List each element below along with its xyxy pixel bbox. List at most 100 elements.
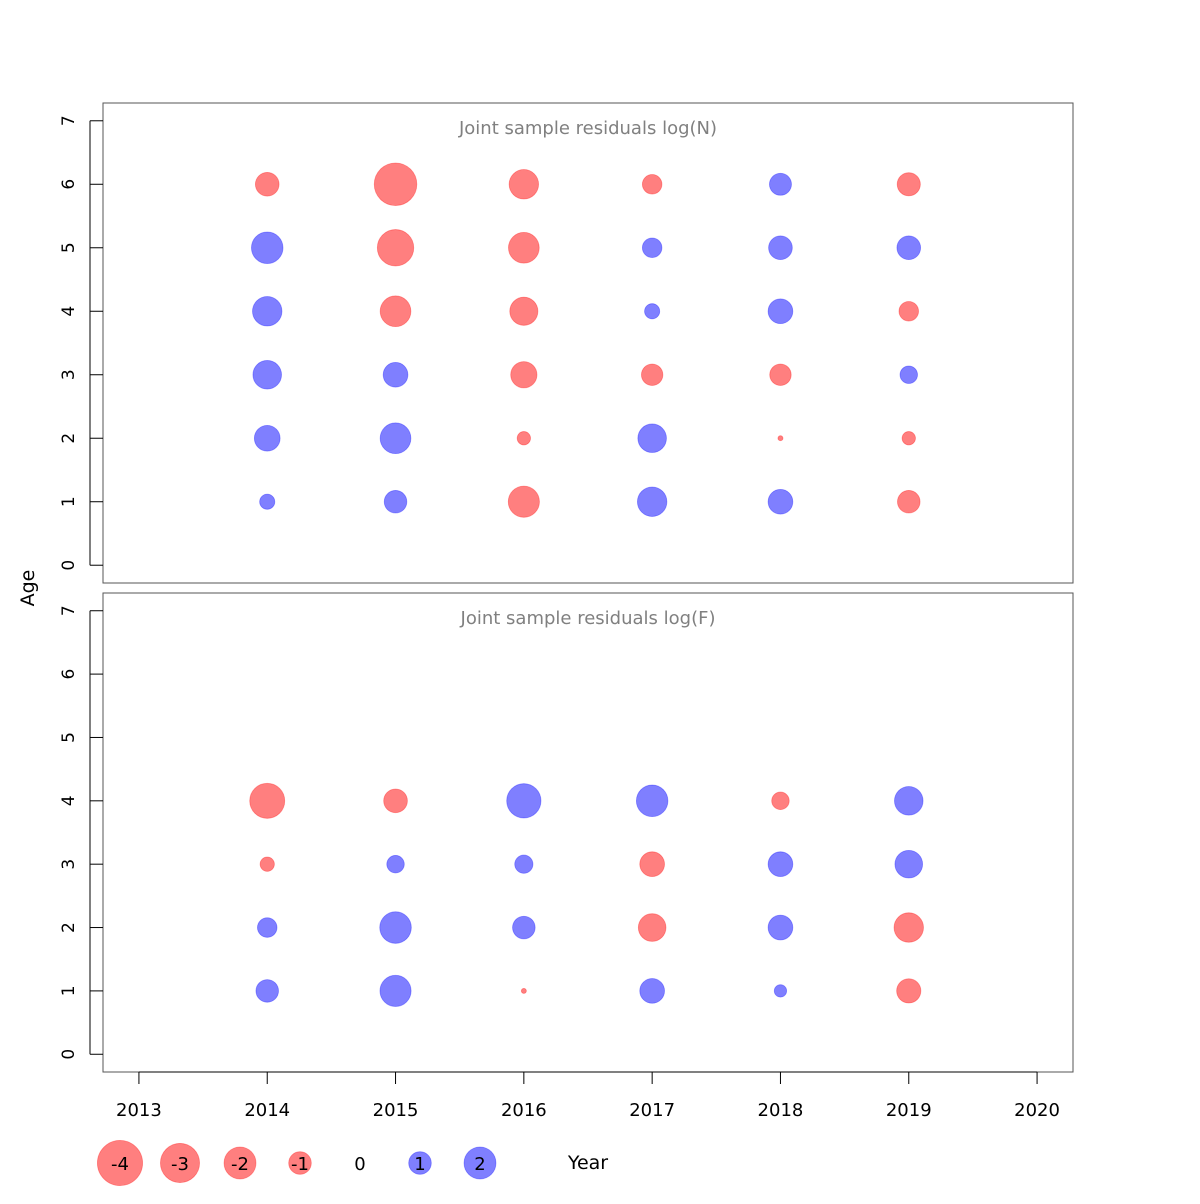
bubble-2014-age3 (259, 856, 275, 872)
legend-label: 0 (354, 1154, 365, 1175)
bubble-2016-age3 (514, 854, 534, 874)
legend-label: -3 (171, 1154, 189, 1175)
bubble-2017-age4 (635, 784, 669, 817)
bubble-2018-age5 (768, 235, 793, 261)
bubble-2014-age3 (252, 360, 282, 390)
bubble-2015-age2 (379, 422, 412, 455)
bubble-2016-age2 (512, 915, 536, 940)
bubble-2014-age6 (254, 172, 280, 197)
bubble-2018-age3 (769, 363, 792, 386)
bubble-2017-age4 (644, 303, 661, 320)
y-tick-label: 0 (59, 560, 79, 571)
y-tick-label: 1 (59, 985, 79, 996)
bubble-2019-age4 (898, 301, 919, 322)
bubble-2017-age2 (637, 423, 667, 453)
bubble-2016-age3 (510, 361, 538, 389)
x-tick-label: 2014 (244, 1100, 290, 1121)
y-tick-label: 6 (59, 669, 79, 680)
bubble-2017-age1 (639, 978, 665, 1004)
bubble-2019-age3 (899, 365, 918, 384)
bubble-2017-age3 (641, 363, 664, 386)
bubble-2019-age4 (894, 786, 924, 816)
bubble-2019-age2 (893, 912, 924, 943)
x-tick-label: 2018 (758, 1100, 804, 1121)
panel-2: 0 1 2 3 4 5 6 7 Joint sample residuals log(F) (59, 592, 1074, 1073)
panel-title: Joint sample residuals log(F) (460, 608, 716, 629)
bubble-2016-age2 (516, 431, 531, 446)
y-tick-label: 6 (59, 179, 79, 190)
bubble-2018-age4 (767, 298, 794, 325)
bubble-2016-age4 (506, 783, 542, 819)
bubble-2017-age3 (639, 851, 665, 877)
y-tick-label: 7 (59, 605, 79, 616)
panel-1: 0 1 2 3 4 5 6 7 Joint sample residuals log(N) (59, 102, 1074, 584)
bubble-2019-age1 (896, 978, 922, 1004)
y-axis-label: Age (17, 570, 39, 607)
y-tick-label: 1 (59, 496, 79, 507)
x-tick-label: 2019 (886, 1100, 932, 1121)
legend-bubble (97, 1140, 144, 1187)
bubble-2019-age2 (901, 431, 916, 446)
bubble-2016-age6 (508, 169, 539, 200)
bubble-2018-age1 (767, 488, 794, 515)
bubble-2015-age5 (376, 229, 415, 267)
panel-frame (102, 102, 1074, 584)
bubble-2016-age1 (507, 485, 540, 518)
legend-label: -1 (291, 1154, 309, 1175)
y-tick-label: 2 (59, 433, 79, 444)
bubble-2019-age5 (896, 235, 922, 261)
bubble-2018-age4 (771, 791, 790, 810)
bubble-2018-age2 (767, 914, 794, 941)
bubble-2016-age5 (508, 231, 540, 264)
x-tick-label: 2016 (501, 1100, 547, 1121)
bubble-2014-age4 (252, 296, 283, 327)
bubble-2014-age1 (259, 493, 276, 510)
y-tick-label: 3 (59, 859, 79, 870)
bubble-2017-age1 (637, 486, 668, 517)
bubble-2018-age6 (769, 172, 792, 196)
bubble-2019-age1 (897, 490, 921, 514)
y-tick-label: 0 (59, 1049, 79, 1060)
bubble-2015-age1 (379, 974, 412, 1007)
y-tick-label: 7 (59, 115, 79, 126)
y-tick-label: 2 (59, 922, 79, 933)
bubble-2017-age6 (641, 174, 663, 195)
bubble-2014-age2 (257, 917, 278, 938)
legend-bubble (160, 1143, 200, 1183)
bubble-2014-age4 (249, 782, 286, 819)
legend-label: 2 (474, 1154, 485, 1175)
legend-label: 1 (414, 1154, 425, 1175)
y-tick-label: 4 (59, 306, 79, 317)
legend-bubble (463, 1146, 497, 1180)
bubble-2015-age3 (386, 855, 405, 874)
x-tick-label: 2020 (1014, 1100, 1060, 1121)
x-tick-label: 2017 (629, 1100, 675, 1121)
legend-label: -4 (111, 1154, 129, 1175)
x-tick-label: 2015 (373, 1100, 419, 1121)
bubble-2017-age2 (637, 913, 667, 942)
bubble-2015-age4 (383, 788, 408, 814)
bubble-2014-age5 (251, 231, 284, 264)
legend-bubble (223, 1146, 257, 1180)
bubble-2015-age1 (383, 490, 408, 514)
bubble-2015-age6 (373, 162, 418, 206)
bubble-2016-age1 (520, 987, 527, 994)
legend-label: -2 (231, 1154, 249, 1175)
panel-frame (102, 592, 1074, 1073)
bubble-2018-age2 (777, 435, 784, 442)
y-tick-label: 3 (59, 369, 79, 380)
y-tick-label: 5 (59, 732, 79, 743)
bubble-2014-age2 (253, 424, 281, 452)
bubble-2017-age5 (641, 237, 663, 258)
legend-bubble (408, 1151, 432, 1175)
bubble-2019-age6 (896, 172, 921, 197)
x-axis: 2013 2014 2015 2016 2017 2018 2019 2020 (116, 1071, 1060, 1121)
bubble-2018-age1 (773, 984, 788, 998)
y-tick-label: 4 (59, 795, 79, 806)
bubble-2018-age3 (767, 851, 794, 877)
bubble-2016-age4 (509, 296, 539, 326)
bubble-2015-age3 (382, 361, 409, 388)
panel-title: Joint sample residuals log(N) (458, 118, 717, 139)
